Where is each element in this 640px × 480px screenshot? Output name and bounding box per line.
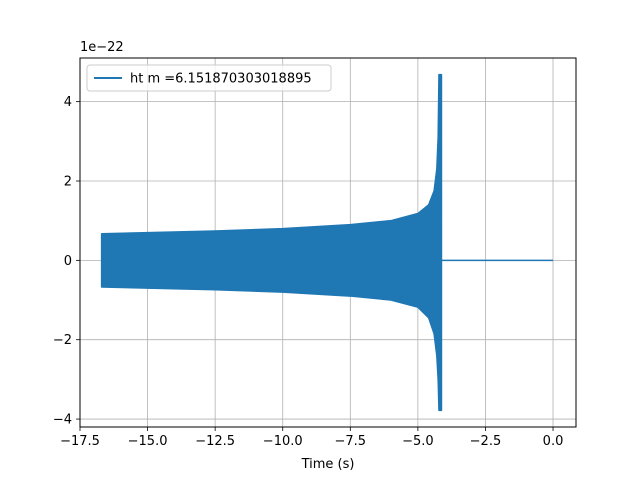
y-tick-label: −4 [53, 413, 72, 428]
series-waveform [100, 73, 554, 412]
y-tick-label: 4 [64, 95, 72, 110]
x-tick-label: −2.5 [470, 434, 502, 449]
x-tick-label: −12.5 [195, 434, 235, 449]
legend-box [86, 64, 332, 92]
x-tick-label: 0.0 [543, 434, 564, 449]
plot-frame [79, 57, 577, 428]
x-tick-label: −5.0 [402, 434, 434, 449]
y-tick-label: 2 [64, 175, 72, 190]
y-tick-label: −2 [53, 333, 72, 348]
x-tick-label: −7.5 [335, 434, 367, 449]
x-axis-ticks: −17.5 −15.0 −12.5 −10.0 −7.5 −5.0 −2.5 0.0 [60, 427, 563, 449]
waveform-envelope [100, 73, 443, 412]
y-tick-label: 0 [64, 254, 72, 269]
legend-label: ht m =6.151870303018895 [130, 72, 312, 87]
x-tick-label: −15.0 [128, 434, 168, 449]
y-offset-label: 1e−22 [80, 40, 124, 55]
x-axis-label: Time (s) [301, 457, 355, 472]
x-tick-label: −10.0 [263, 434, 303, 449]
legend: ht m =6.151870303018895 [86, 64, 332, 92]
x-tick-label: −17.5 [60, 434, 100, 449]
y-axis-ticks: −4 −2 0 2 4 [53, 95, 80, 428]
